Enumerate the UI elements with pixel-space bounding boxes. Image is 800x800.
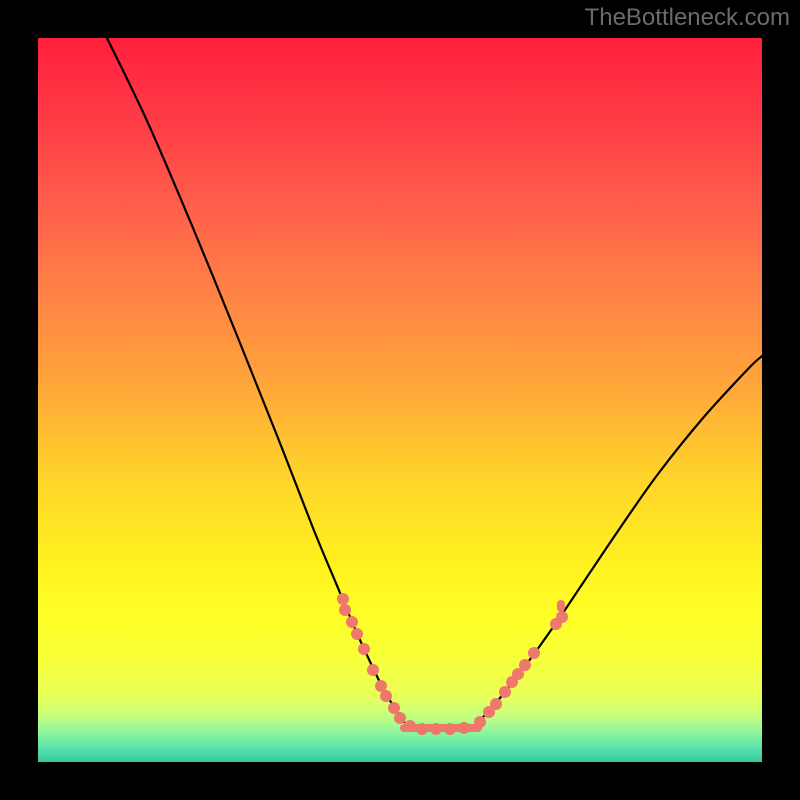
marker-dot bbox=[430, 723, 442, 735]
marker-dot bbox=[458, 722, 470, 734]
marker-dot bbox=[519, 659, 531, 671]
marker-dot bbox=[444, 723, 456, 735]
marker-dot bbox=[556, 611, 568, 623]
marker-dot bbox=[388, 702, 400, 714]
marker-dot bbox=[380, 690, 392, 702]
marker-dot bbox=[339, 604, 351, 616]
marker-dot bbox=[337, 593, 349, 605]
marker-dot bbox=[528, 647, 540, 659]
marker-dot bbox=[367, 664, 379, 676]
bottleneck-chart bbox=[0, 0, 800, 800]
chart-stage: TheBottleneck.com bbox=[0, 0, 800, 800]
marker-dot bbox=[474, 716, 486, 728]
marker-tick bbox=[557, 600, 565, 612]
marker-dot bbox=[490, 698, 502, 710]
marker-dot bbox=[351, 628, 363, 640]
plot-background bbox=[38, 38, 762, 762]
marker-dot bbox=[394, 712, 406, 724]
marker-dot bbox=[416, 723, 428, 735]
marker-dot bbox=[404, 720, 416, 732]
marker-dot bbox=[346, 616, 358, 628]
attribution-watermark: TheBottleneck.com bbox=[585, 4, 790, 32]
marker-dot bbox=[499, 686, 511, 698]
marker-dot bbox=[358, 643, 370, 655]
